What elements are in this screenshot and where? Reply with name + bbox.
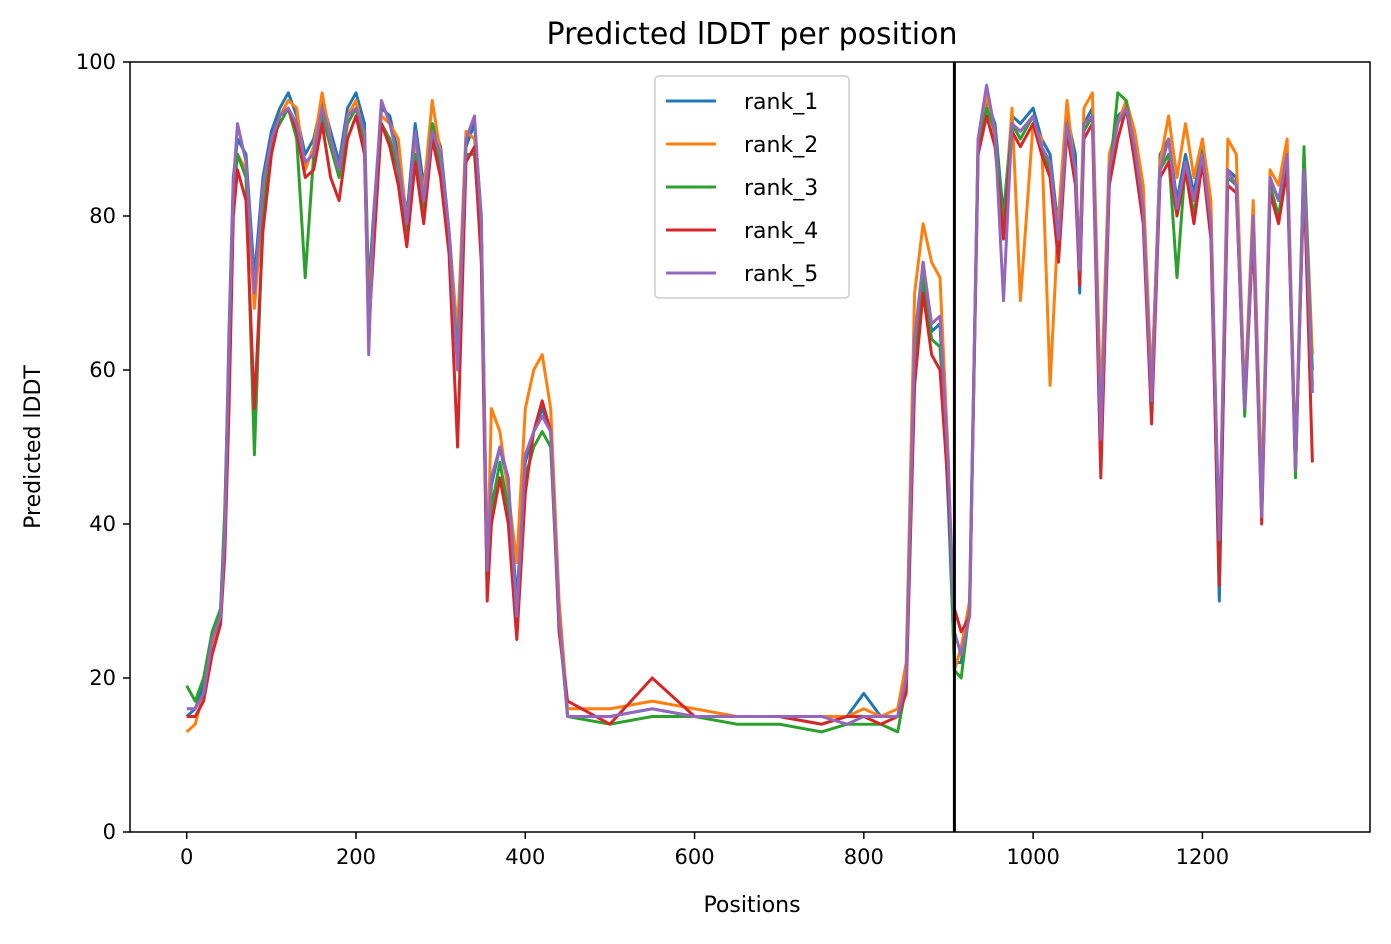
y-tick-label: 0 <box>103 820 116 844</box>
y-tick-label: 80 <box>89 204 116 228</box>
y-tick-label: 60 <box>89 358 116 382</box>
x-tick-label: 400 <box>505 845 545 869</box>
legend: rank_1 rank_2 rank_3 rank_4 rank_5 <box>654 75 850 299</box>
x-axis-label: Positions <box>703 893 800 918</box>
y-tick-label: 20 <box>89 666 116 690</box>
legend-frame <box>654 75 850 299</box>
legend-label-rank_4: rank_4 <box>744 219 818 244</box>
x-tick-label: 1200 <box>1176 845 1229 869</box>
y-tick-label: 100 <box>76 50 116 74</box>
y-axis-label: Predicted lDDT <box>21 365 46 529</box>
series-layer <box>185 83 1314 734</box>
y-tick-label: 40 <box>89 512 116 536</box>
plot-frame <box>129 61 1371 833</box>
x-tick-label: 200 <box>336 845 376 869</box>
x-axis: 0 200 400 600 800 1000 1200 <box>180 832 1229 869</box>
legend-label-rank_3: rank_3 <box>744 176 818 201</box>
x-tick-label: 0 <box>180 845 193 869</box>
legend-label-rank_5: rank_5 <box>744 262 818 287</box>
x-tick-label: 1000 <box>1006 845 1059 869</box>
x-tick-label: 600 <box>675 845 715 869</box>
y-axis: 0 20 40 60 80 100 <box>76 50 130 844</box>
chart-title: Predicted lDDT per position <box>547 17 958 52</box>
series-line-rank_5 <box>186 83 1314 726</box>
legend-label-rank_1: rank_1 <box>744 90 818 115</box>
x-tick-label: 800 <box>844 845 884 869</box>
legend-label-rank_2: rank_2 <box>744 133 818 158</box>
legend-items: rank_1 rank_2 rank_3 rank_4 rank_5 <box>666 90 818 287</box>
